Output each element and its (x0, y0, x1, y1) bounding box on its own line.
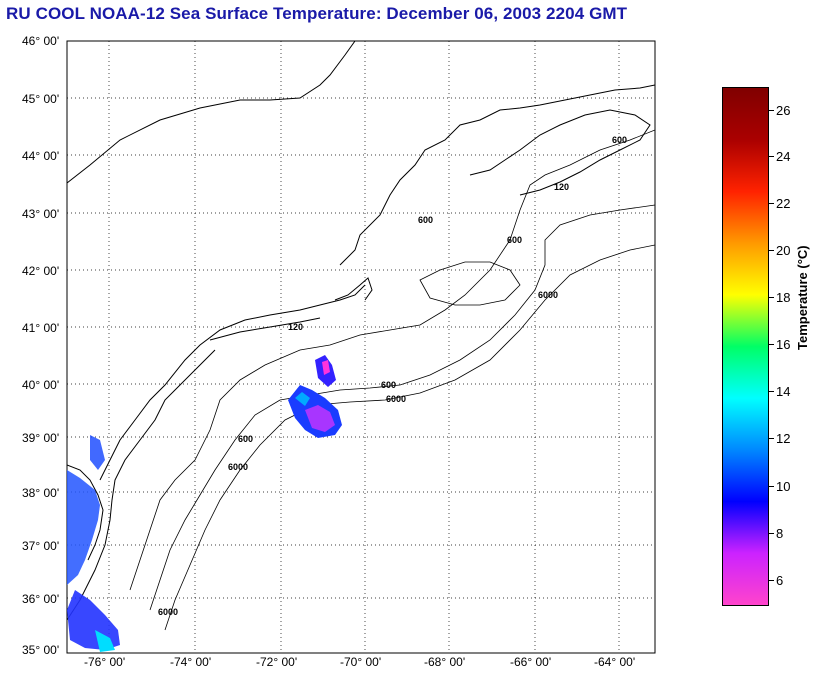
colorbar-tick-label: 10 (776, 479, 791, 494)
colorbar-tick-label: 16 (776, 337, 791, 352)
colorbar-tick-mark (769, 344, 774, 345)
isobath-label: 600 (418, 215, 433, 225)
lon-label: -66° 00' (510, 655, 552, 669)
lon-label: -76° 00' (84, 655, 126, 669)
lat-label: 46° 00' (22, 34, 60, 48)
colorbar-tick-label: 22 (776, 196, 791, 211)
isobath-6000 (164, 244, 655, 631)
lon-label: -74° 00' (170, 655, 212, 669)
colorbar-tick-mark (769, 486, 774, 487)
lat-label: 44° 00' (22, 149, 60, 163)
georges-bank (419, 261, 521, 306)
lat-label: 37° 00' (22, 539, 60, 553)
isobath-label: 600 (238, 434, 253, 444)
isobath-600 (149, 204, 655, 611)
delmarva-coast (67, 464, 104, 561)
lat-label: 43° 00' (22, 207, 60, 221)
lon-label: -64° 00' (594, 655, 636, 669)
colorbar-tick-mark (769, 203, 774, 204)
colorbar-tick-label: 20 (776, 243, 791, 258)
sst-patch-coast (67, 470, 100, 585)
colorbar-label: Temperature (°C) (795, 245, 810, 350)
colorbar-tick-label: 26 (776, 103, 791, 118)
sst-data-patches (67, 355, 342, 652)
lat-label: 38° 00' (22, 486, 60, 500)
colorbar-tick-label: 6 (776, 573, 784, 588)
colorbar-tick-mark (769, 156, 774, 157)
isobath-label: 6000 (228, 462, 248, 472)
isobath-label: 120 (554, 182, 569, 192)
lat-label: 45° 00' (22, 92, 60, 106)
colorbar-tick-label: 18 (776, 290, 791, 305)
lat-label: 36° 00' (22, 592, 60, 606)
lat-label: 42° 00' (22, 264, 60, 278)
lat-label: 41° 00' (22, 321, 60, 335)
lon-label: -68° 00' (424, 655, 466, 669)
colorbar-tick-mark (769, 391, 774, 392)
lon-label: -72° 00' (256, 655, 298, 669)
colorbar-tick-mark (769, 533, 774, 534)
isobath-label: 6000 (158, 607, 178, 617)
coastline (67, 41, 356, 184)
colorbar-tick-mark (769, 438, 774, 439)
lon-label: -70° 00' (340, 655, 382, 669)
lat-label: 39° 00' (22, 431, 60, 445)
long-island (209, 317, 321, 341)
cape-cod (334, 277, 373, 301)
isobath-label: 6000 (538, 290, 558, 300)
isobath-label: 600 (507, 235, 522, 245)
colorbar-tick-mark (769, 250, 774, 251)
map-frame (66, 40, 656, 654)
nova-scotia-coast (469, 109, 651, 196)
isobath-label: 600 (381, 380, 396, 390)
coastline-mid-atlantic (67, 349, 216, 621)
colorbar-tick-label: 24 (776, 149, 791, 164)
coastline-ny-nj (99, 284, 366, 481)
isobath-label: 120 (288, 322, 303, 332)
colorbar-tick-mark (769, 110, 774, 111)
colorbar (722, 87, 769, 606)
lat-label: 40° 00' (22, 378, 60, 392)
colorbar-tick-label: 14 (776, 384, 791, 399)
colorbar-tick-mark (769, 580, 774, 581)
colorbar-tick-mark (769, 297, 774, 298)
lat-label: 35° 00' (22, 643, 60, 657)
map-title: RU COOL NOAA-12 Sea Surface Temperature:… (6, 4, 628, 23)
coastline-northeast (339, 84, 655, 266)
isobath-120 (129, 129, 655, 591)
colorbar-tick-label: 12 (776, 431, 791, 446)
isobath-label: 6000 (386, 394, 406, 404)
isobath-label: 600 (612, 135, 627, 145)
colorbar-tick-label: 8 (776, 526, 784, 541)
